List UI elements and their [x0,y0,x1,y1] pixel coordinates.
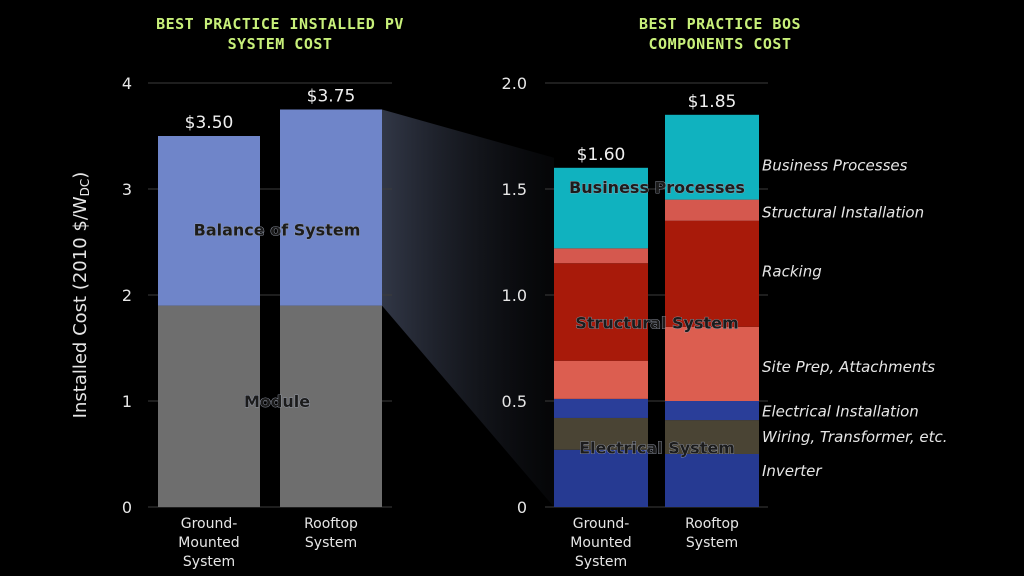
zoom-connector [382,109,554,507]
x-category-label: Mounted [178,535,239,551]
y-tick-label: 0 [122,498,132,517]
y-axis-title: Installed Cost (2010 $/WDC) [70,172,92,419]
bar-segment-structural-installation [554,248,648,264]
bar-segment-business-processes [665,114,759,200]
y-tick-label: 3 [122,180,132,199]
y-tick-label: 1.5 [502,180,527,199]
bar-segment-structural-installation [665,199,759,221]
y-tick-label: 0 [517,498,527,517]
bar-total-label: $3.50 [185,113,234,133]
y-tick-label: 1.0 [502,286,527,305]
right-title-line: BEST PRACTICE BOS [638,15,802,33]
bar-segment-racking [665,220,759,327]
legend-entry: Racking [762,263,822,281]
bar-segment-module [280,305,382,507]
bar-segment-site-prep-attachments [554,360,648,399]
bar-segment-site-prep-attachments [665,326,759,401]
legend-entry: Wiring, Transformer, etc. [762,428,948,446]
bar-total-label: $1.85 [688,92,737,112]
bar-total-label: $3.75 [307,87,356,107]
left-title-line: SYSTEM COST [227,35,333,53]
x-category-label: Mounted [570,535,631,551]
x-category-label: System [575,554,627,570]
x-category-label: System [183,554,235,570]
y-tick-label: 0.5 [502,392,527,411]
right-title-line: COMPONENTS COST [648,35,792,53]
left-chart-title: BEST PRACTICE INSTALLED PV SYSTEM COST [130,14,430,54]
group-label: Module [244,392,310,411]
y-tick-label: 1 [122,392,132,411]
legend-entry: Business Processes [762,157,908,175]
bar-total-label: $1.60 [577,145,626,165]
bar-segment-racking [554,263,648,361]
group-label: Business Processes [569,178,745,197]
x-category-label: Ground- [573,516,630,532]
y-tick-label: 4 [122,74,132,93]
x-category-label: Rooftop [685,516,739,532]
right-chart-title: BEST PRACTICE BOS COMPONENTS COST [590,14,850,54]
bar-segment-business-processes [554,167,648,249]
left-title-line: BEST PRACTICE INSTALLED PV [156,15,404,33]
y-tick-label: 2.0 [502,74,527,93]
group-label: Structural System [575,314,738,333]
bar-segment-balance-of-system [280,109,382,306]
x-category-label: System [686,535,738,551]
bar-segment-wiring-transformer-etc [554,417,648,450]
bar-segment-electrical-installation [554,398,648,418]
x-category-label: Rooftop [304,516,358,532]
bar-segment-inverter [554,449,648,507]
legend-entry: Structural Installation [762,203,924,221]
x-category-label: Ground- [181,516,238,532]
legend-entry: Site Prep, Attachments [762,358,935,376]
bar-segment-module [158,305,260,507]
group-label: Balance of System [194,220,361,239]
x-category-label: System [305,535,357,551]
legend-entry: Electrical Installation [762,403,919,421]
bar-segment-electrical-installation [665,401,759,421]
bar-segment-wiring-transformer-etc [665,420,759,454]
bar-segment-balance-of-system [158,136,260,306]
bar-segment-inverter [665,454,759,507]
y-tick-label: 2 [122,286,132,305]
group-label: Electrical System [579,439,735,458]
legend-entry: Inverter [762,462,822,480]
